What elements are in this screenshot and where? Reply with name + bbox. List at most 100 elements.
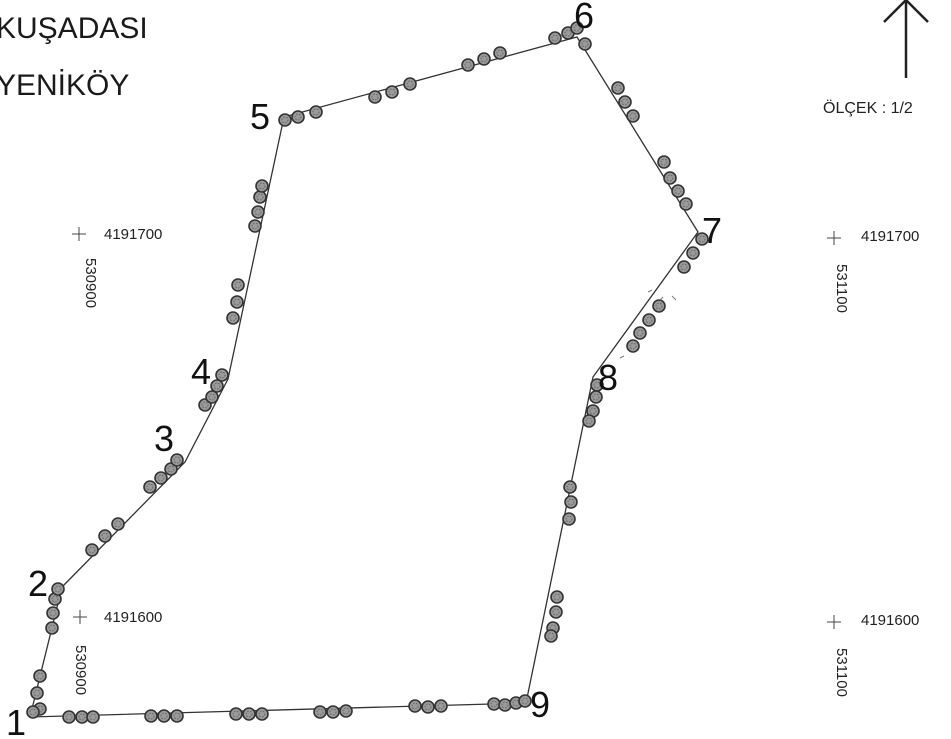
tree-icon-inner: [329, 708, 337, 716]
tree-icon-inner: [312, 108, 320, 116]
tree-icon: [85, 543, 99, 557]
easting-label-top-right: 531100: [833, 264, 850, 313]
tree-icon-inner: [614, 84, 622, 92]
tree-icon: [578, 37, 592, 51]
tree-icon-inner: [294, 113, 302, 121]
tree-icon: [205, 390, 219, 404]
tree-icon: [98, 529, 112, 543]
tree-icon: [618, 95, 632, 109]
tree-icon: [278, 113, 292, 127]
tree-icon-inner: [258, 182, 266, 190]
northing-label-bottom-right: 4191600: [861, 612, 919, 629]
tree-icon-inner: [316, 708, 324, 716]
tree-icon: [229, 707, 243, 721]
tree-icon-inner: [592, 393, 600, 401]
tree-icon: [487, 697, 501, 711]
tree-icon: [26, 705, 40, 719]
tree-icon: [231, 278, 245, 292]
tree-icon: [434, 699, 448, 713]
tree-icon-inner: [157, 474, 165, 482]
tree-icon: [45, 621, 59, 635]
tree-icon-inner: [258, 710, 266, 718]
tree-icon: [339, 704, 353, 718]
tree-icon-inner: [698, 235, 706, 243]
tree-icon-inner: [218, 371, 226, 379]
tree-icon: [144, 709, 158, 723]
tree-icon: [215, 368, 229, 382]
tree-icon-inner: [29, 708, 37, 716]
tree-icon: [46, 606, 60, 620]
tree-icon-inner: [232, 710, 240, 718]
tree-icon-inner: [114, 520, 122, 528]
tree-icon: [518, 694, 532, 708]
tree-icon: [498, 698, 512, 712]
tree-icon: [33, 669, 47, 683]
tree-icon-inner: [464, 61, 472, 69]
tree-icon: [251, 205, 265, 219]
tree-icon-inner: [411, 702, 419, 710]
tree-icon-inner: [573, 24, 581, 32]
village-title: YENİKÖY: [0, 69, 129, 102]
tree-icon-inner: [256, 193, 264, 201]
tree-icon: [143, 480, 157, 494]
tree-icon-inner: [51, 595, 59, 603]
tree-icon: [253, 190, 267, 204]
tree-icon: [652, 299, 666, 313]
tree-icon-inner: [424, 703, 432, 711]
north-arrow-icon: [883, 0, 929, 78]
tree-icon: [170, 453, 184, 467]
cross-icon: [72, 227, 841, 629]
tree-icon: [403, 77, 417, 91]
tree-icon-inner: [480, 55, 488, 63]
tree-icon: [75, 710, 89, 724]
tree-icon: [385, 85, 399, 99]
tree-icon: [493, 46, 507, 60]
tree-icon-inner: [49, 609, 57, 617]
tree-icon: [550, 590, 564, 604]
tree-icon-inner: [566, 483, 574, 491]
tree-icon-inner: [371, 93, 379, 101]
tree-icon-inner: [146, 483, 154, 491]
tree-icon: [626, 109, 640, 123]
tree-icon-inner: [553, 593, 561, 601]
tree-icon: [62, 710, 76, 724]
tree-icon-inner: [437, 702, 445, 710]
boundary-trees: [26, 21, 709, 724]
tree-icon-inner: [229, 314, 237, 322]
easting-label-top-left: 530900: [82, 258, 99, 308]
tree-icon: [226, 311, 240, 325]
tree-icon-inner: [254, 208, 262, 216]
tree-icon-inner: [173, 712, 181, 720]
tree-icon: [408, 699, 422, 713]
scale-label: ÖLÇEK : 1/2: [823, 99, 913, 117]
tree-icon-inner: [281, 116, 289, 124]
easting-label-bottom-right: 531100: [833, 648, 850, 697]
tree-icon: [570, 21, 584, 35]
tree-icon-inner: [33, 689, 41, 697]
tree-icon-inner: [552, 608, 560, 616]
tree-icon: [170, 709, 184, 723]
tree-icon: [154, 471, 168, 485]
tree-icon: [477, 52, 491, 66]
tree-icon: [326, 705, 340, 719]
tree-icon-inner: [234, 281, 242, 289]
tree-icon-inner: [674, 187, 682, 195]
tree-icon: [548, 31, 562, 45]
tree-icon-inner: [496, 49, 504, 57]
tree-icon-inner: [547, 632, 555, 640]
tree-icon-inner: [213, 382, 221, 390]
tree-icon-inner: [660, 158, 668, 166]
point-label-2: 2: [28, 563, 48, 604]
tree-icon: [255, 707, 269, 721]
tree-icon-inner: [173, 456, 181, 464]
tree-icon: [582, 414, 596, 428]
tree-icon-inner: [549, 624, 557, 632]
tree-icon-inner: [501, 701, 509, 709]
tree-icon: [633, 326, 647, 340]
survey-marks: [619, 289, 677, 359]
tree-icon-inner: [251, 222, 259, 230]
point-label-8: 8: [598, 357, 618, 398]
tree-icon-inner: [645, 316, 653, 324]
tree-icon: [86, 710, 100, 724]
tree-icon: [695, 232, 709, 246]
